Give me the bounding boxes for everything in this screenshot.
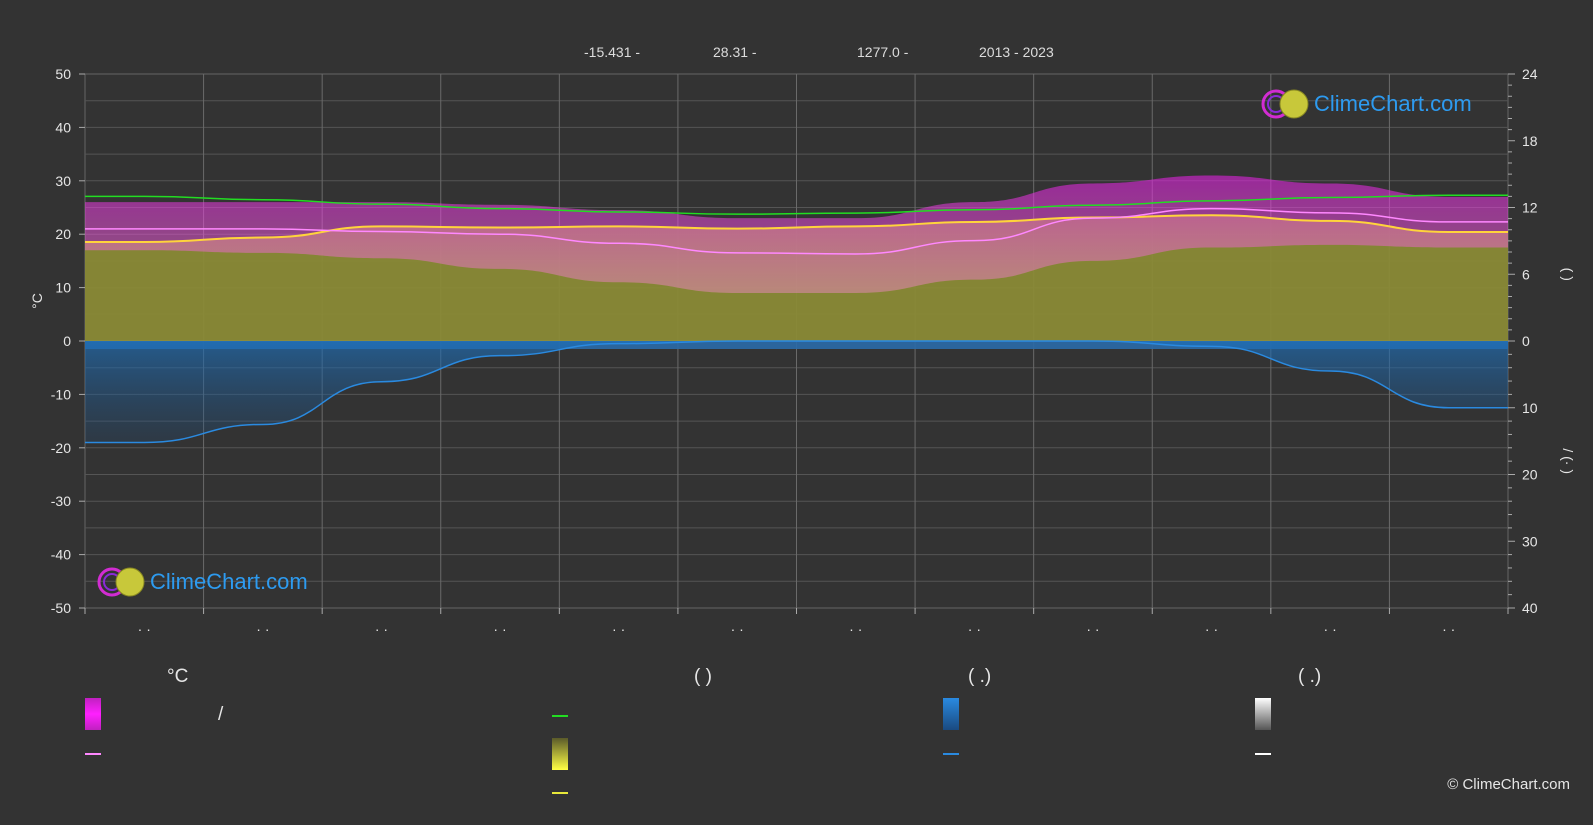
legend-temp-head: °C <box>167 666 189 687</box>
y-tick-left: -50 <box>51 600 71 616</box>
line-layer <box>84 194 1508 444</box>
y-axis-label-right-top: ( ) <box>1560 268 1576 281</box>
legend-swatch-snow-mean <box>1255 753 1271 755</box>
y-tick-left: -10 <box>51 386 71 402</box>
copyright: © ClimeChart.com <box>1447 776 1570 793</box>
x-tick-label: · · <box>1442 621 1455 637</box>
y-tick-left: -30 <box>51 493 71 509</box>
temp-range-band <box>85 175 1508 293</box>
logo-top-right[interactable]: ClimeChart.com <box>1260 88 1472 120</box>
rain-bar-base <box>85 341 1508 349</box>
legend-swatch-snow <box>1255 698 1271 730</box>
x-tick-label: · · <box>849 621 862 637</box>
legend-snow-head: ( .) <box>1298 666 1322 687</box>
y-axis-label-right-bottom: / (· ) <box>1560 448 1576 474</box>
axis-layer: 50 40 30 20 10 0 -10 -20 -30 -40 -50 °C 24 18 12 6 0 10 20… <box>29 66 1576 637</box>
climechart-logo-icon <box>1261 89 1309 119</box>
y-tick-right-top: 0 <box>1522 333 1530 349</box>
y-tick-left: 30 <box>55 173 71 189</box>
x-tick-label: · · <box>1205 621 1218 637</box>
y-tick-left: 0 <box>63 333 71 349</box>
legend-swatch-sunshine <box>552 738 568 770</box>
y-tick-right-top: 18 <box>1522 133 1538 149</box>
climechart-logo-icon <box>97 567 145 597</box>
x-tick-label: · · <box>138 621 151 637</box>
y-tick-left: 10 <box>55 280 71 296</box>
climate-chart: 50 40 30 20 10 0 -10 -20 -30 -40 -50 °C 24 18 12 6 0 10 20… <box>29 66 1576 637</box>
y-tick-right-bottom: 10 <box>1522 400 1538 416</box>
x-tick-label: · · <box>493 621 506 637</box>
logo-text: ClimeChart.com <box>1314 91 1472 116</box>
y-tick-right-top: 24 <box>1522 66 1538 82</box>
y-tick-left: 50 <box>55 66 71 82</box>
x-tick-label: · · <box>612 621 625 637</box>
y-axis-label-left: °C <box>29 293 45 309</box>
y-tick-left: -20 <box>51 440 71 456</box>
x-tick-label: · · <box>256 621 269 637</box>
legend-swatch-temp-mean <box>85 753 101 755</box>
x-tick-label: · · <box>731 621 744 637</box>
x-tick-label: · · <box>1086 621 1099 637</box>
sunshine-line <box>85 214 1508 243</box>
legend: °C ( ) ( .) ( .) / <box>0 660 1593 800</box>
daylight-line <box>84 194 1508 215</box>
years-label: 2013 - 2023 <box>979 44 1054 60</box>
legend-swatch-sunshine-mean <box>552 792 568 794</box>
x-tick-label: · · <box>375 621 388 637</box>
legend-swatch-rain-mean <box>943 753 959 755</box>
y-tick-right-top: 12 <box>1522 200 1538 216</box>
x-tick-label: · · <box>1324 621 1337 637</box>
temp-mean-line <box>85 207 1508 255</box>
legend-swatch-temp-range <box>85 698 101 730</box>
y-tick-right-bottom: 30 <box>1522 533 1538 549</box>
x-tick-label: · · <box>968 621 981 637</box>
y-tick-right-bottom: 40 <box>1522 600 1538 616</box>
logo-text: ClimeChart.com <box>150 569 308 594</box>
y-tick-right-top: 6 <box>1522 266 1530 282</box>
legend-swatch-daylight <box>552 715 568 717</box>
y-tick-right-bottom: 20 <box>1522 467 1538 483</box>
y-tick-left: -40 <box>51 547 71 563</box>
legend-sun-head: ( ) <box>694 666 712 687</box>
elevation-label: 1277.0 - <box>857 44 909 60</box>
legend-temp-slash: / <box>218 704 224 725</box>
y-tick-left: 40 <box>55 119 71 135</box>
header-row: -15.431 - 28.31 - 1277.0 - 2013 - 2023 <box>0 44 1593 62</box>
rain-area <box>85 341 1508 443</box>
legend-rain-head: ( .) <box>968 666 992 687</box>
area-layer <box>85 175 1508 443</box>
logo-bottom-left[interactable]: ClimeChart.com <box>96 566 308 598</box>
y-tick-left: 20 <box>55 226 71 242</box>
latitude-label: -15.431 - <box>584 44 641 60</box>
legend-swatch-rain <box>943 698 959 730</box>
longitude-label: 28.31 - <box>713 44 757 60</box>
rain-mean-line <box>84 340 1508 444</box>
